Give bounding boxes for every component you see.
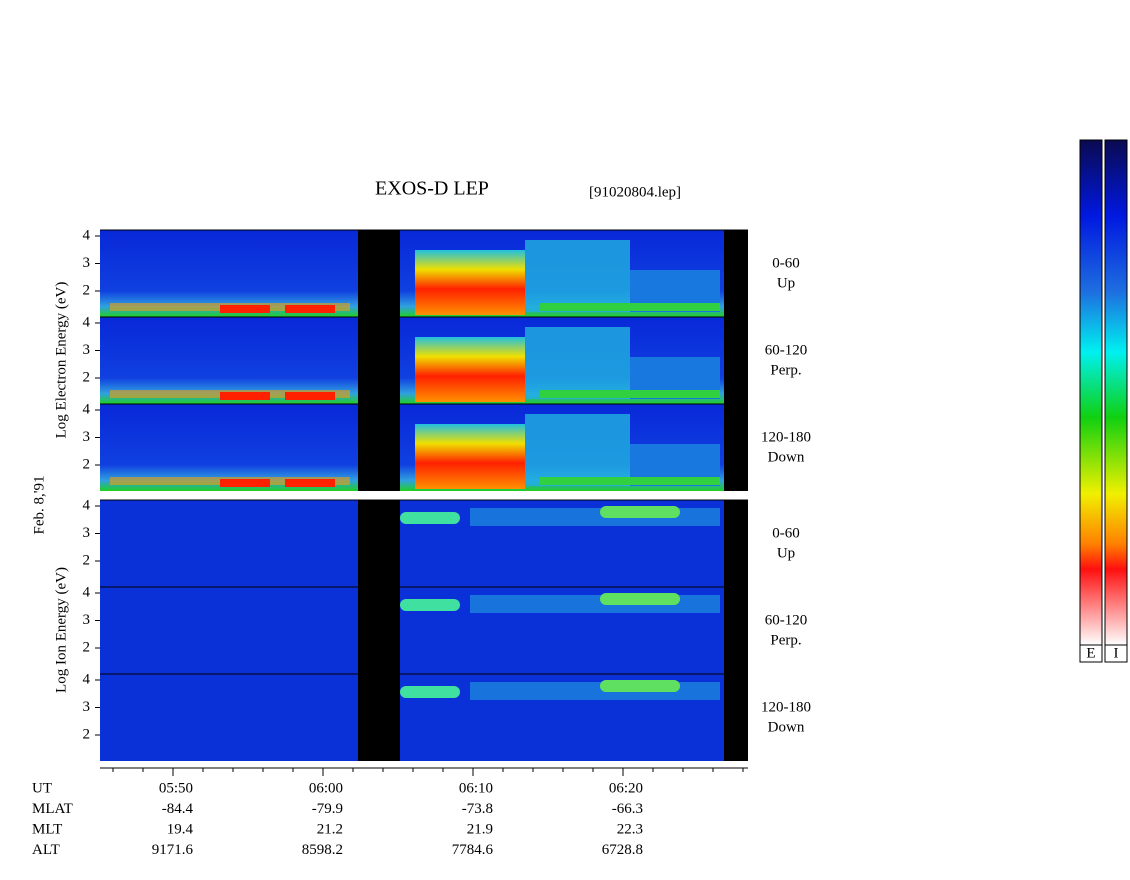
- ephemeris-value: 8598.2: [302, 842, 343, 858]
- colorbar-e: [1079, 139, 1103, 646]
- panel-angle: 120-180: [761, 699, 811, 715]
- feature: [415, 337, 525, 402]
- colorbar-box: [1079, 644, 1103, 663]
- ephemeris-value: 06:00: [309, 780, 343, 796]
- feature: [600, 680, 680, 692]
- ephemeris-value: -66.3: [612, 801, 643, 817]
- feature: [415, 424, 525, 489]
- feature: [600, 506, 680, 518]
- colorbar-box: [1104, 644, 1128, 663]
- y-tick-label: 3: [83, 612, 91, 628]
- data-gap: [358, 230, 400, 317]
- ephemeris-value: 06:20: [609, 780, 643, 796]
- ephemeris-name: UT: [32, 780, 52, 796]
- feature: [285, 479, 335, 487]
- y-tick-label: 4: [83, 227, 91, 243]
- data-gap: [358, 404, 400, 491]
- panel-angle: 60-120: [765, 342, 808, 358]
- y-tick-label: 2: [83, 369, 91, 385]
- y-tick-label: 2: [83, 282, 91, 298]
- feature: [470, 682, 720, 700]
- file-name: [91020804.lep]: [589, 184, 681, 200]
- data-gap: [358, 500, 400, 587]
- ephemeris-value: 06:10: [459, 780, 493, 796]
- y-tick-label: 3: [83, 342, 91, 358]
- ephemeris-name: ALT: [32, 842, 60, 858]
- feature: [285, 392, 335, 400]
- data-gap: [724, 404, 748, 491]
- electron-axis-label: Log Electron Energy (eV): [53, 282, 69, 439]
- data-gap: [724, 587, 748, 674]
- feature: [525, 240, 630, 312]
- ephemeris-value: 21.9: [467, 821, 493, 837]
- ephemeris-value: 21.2: [317, 821, 343, 837]
- ephemeris-value: 05:50: [159, 780, 193, 796]
- panel-direction: Down: [768, 719, 805, 735]
- y-tick-label: 3: [83, 255, 91, 271]
- y-tick-label: 4: [83, 401, 91, 417]
- data-gap: [358, 587, 400, 674]
- y-tick-label: 2: [83, 456, 91, 472]
- y-tick-label: 4: [83, 497, 91, 513]
- ephemeris-value: 22.3: [617, 821, 643, 837]
- feature: [220, 305, 270, 313]
- title: EXOS-D LEP: [375, 178, 489, 200]
- panel-angle: 120-180: [761, 429, 811, 445]
- y-tick-label: 3: [83, 699, 91, 715]
- feature: [540, 303, 720, 311]
- feature: [400, 686, 460, 698]
- ephemeris-value: 6728.8: [602, 842, 643, 858]
- feature: [400, 599, 460, 611]
- ephemeris-value: -84.4: [162, 801, 194, 817]
- panel-direction: Up: [777, 545, 795, 561]
- ephemeris-value: 9171.6: [152, 842, 194, 858]
- ephemeris-value: -79.9: [312, 801, 343, 817]
- feature: [525, 327, 630, 399]
- ephemeris-name: MLT: [32, 821, 62, 837]
- y-tick-label: 3: [83, 429, 91, 445]
- ion-axis-label: Log Ion Energy (eV): [53, 567, 69, 693]
- panel-angle: 0-60: [772, 525, 800, 541]
- ephemeris-value: 7784.6: [452, 842, 494, 858]
- feature: [470, 508, 720, 526]
- data-gap: [724, 674, 748, 761]
- feature: [540, 390, 720, 398]
- feature: [400, 512, 460, 524]
- ephemeris-value: 19.4: [167, 821, 194, 837]
- y-tick-label: 4: [83, 584, 91, 600]
- ephemeris-name: MLAT: [32, 801, 73, 817]
- data-gap: [724, 500, 748, 587]
- feature: [470, 595, 720, 613]
- y-tick-label: 2: [83, 726, 91, 742]
- panel-direction: Up: [777, 275, 795, 291]
- panel-direction: Down: [768, 449, 805, 465]
- feature: [600, 593, 680, 605]
- colorbar-label: I: [1114, 645, 1119, 661]
- feature: [220, 392, 270, 400]
- data-gap: [358, 317, 400, 404]
- feature: [525, 414, 630, 486]
- y-tick-label: 2: [83, 552, 91, 568]
- y-tick-label: 4: [83, 314, 91, 330]
- ephemeris-value: -73.8: [462, 801, 493, 817]
- panel-direction: Perp.: [770, 632, 801, 648]
- data-gap: [358, 674, 400, 761]
- y-tick-label: 4: [83, 671, 91, 687]
- y-tick-label: 3: [83, 525, 91, 541]
- colorbar-label: E: [1086, 645, 1095, 661]
- panel-direction: Perp.: [770, 362, 801, 378]
- panel-angle: 0-60: [772, 255, 800, 271]
- feature: [220, 479, 270, 487]
- panel-angle: 60-120: [765, 612, 808, 628]
- y-tick-label: 2: [83, 639, 91, 655]
- colorbar-i: [1104, 139, 1128, 646]
- date: Feb. 8,'91: [31, 476, 47, 535]
- data-gap: [724, 230, 748, 317]
- feature: [285, 305, 335, 313]
- feature: [540, 477, 720, 485]
- data-gap: [724, 317, 748, 404]
- feature: [415, 250, 525, 315]
